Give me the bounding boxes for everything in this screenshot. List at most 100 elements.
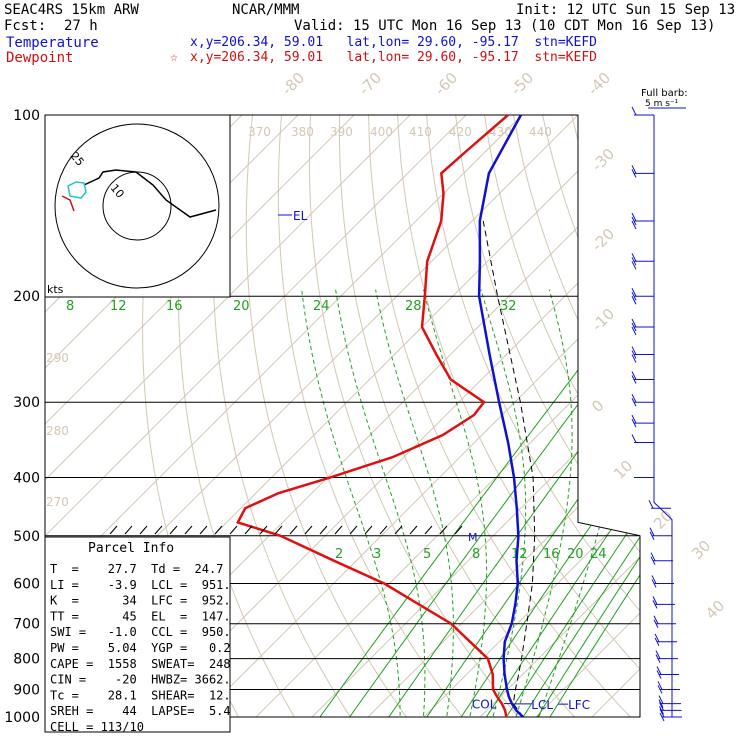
fcst-value: 27 h	[64, 18, 98, 34]
wind-barb	[631, 212, 654, 230]
pressure-label-200: 200	[13, 289, 40, 305]
pressure-label-500: 500	[13, 529, 40, 545]
theta-label-370: 370	[248, 125, 271, 139]
dry-adiabat-350	[455, 115, 640, 717]
mixing-label-upper-20: 20	[233, 299, 250, 314]
dry-adiabat-270	[212, 115, 360, 717]
theta-label-270: 270	[46, 495, 69, 509]
pressure-label-400: 400	[13, 470, 40, 486]
col-label: COL	[472, 698, 497, 712]
wind-barb	[631, 253, 654, 270]
wind-barb-flag	[648, 500, 654, 509]
theta-label-380: 380	[291, 125, 314, 139]
wind-barb	[648, 500, 671, 509]
hodograph-trace	[83, 169, 217, 218]
parcel-info-box	[44, 536, 231, 733]
hodograph-units: kts	[47, 283, 64, 296]
parcel-info-row: PW = 5.04 YGP = 0.2	[50, 641, 231, 655]
pressure-label-100: 100	[13, 108, 40, 124]
isotherm-40	[591, 115, 640, 717]
wind-barb-flag	[631, 414, 637, 424]
isotherm--80	[45, 115, 523, 717]
wind-barb	[658, 695, 681, 708]
mixing-ratio-24	[514, 268, 640, 717]
sounding-curves	[236, 115, 536, 717]
wind-barb	[631, 394, 654, 407]
temp-label--50: -50	[507, 69, 537, 99]
wind-barb-flag	[651, 575, 657, 584]
model-title: SEAC4RS 15km ARW	[4, 2, 139, 18]
pressure-label-900: 900	[13, 682, 40, 698]
mixing-label-upper-24: 24	[313, 299, 330, 314]
wind-barb-flag	[659, 702, 664, 711]
wind-barbs: Full barb:5 m s⁻¹	[631, 88, 688, 722]
mixing-label-upper-32: 32	[500, 299, 517, 314]
cloud-hatch	[439, 525, 448, 535]
mixing-ratio-16	[477, 268, 640, 717]
wind-barb	[631, 414, 654, 428]
wind-barb-flag	[631, 106, 637, 116]
cloud-hatch	[214, 525, 223, 535]
fcst-label: Fcst:	[4, 18, 47, 34]
wind-barb-flag	[658, 695, 664, 704]
temperature-location: x,y=206.34, 59.01 lat,lon= 29.60, -95.17…	[190, 35, 597, 50]
wind-barb-flag	[631, 261, 637, 270]
mixing-ratio-3	[340, 268, 640, 717]
pressure-label-700: 700	[13, 617, 40, 633]
dry-adiabat-320	[368, 115, 640, 717]
dry-adiabat-410	[629, 115, 640, 717]
wind-barb	[656, 666, 679, 679]
dewpoint-location: x,y=206.34, 59.01 lat,lon= 29.60, -95.17…	[190, 50, 597, 65]
wind-barb-flag	[654, 633, 660, 643]
wind-barb-flag	[631, 434, 637, 443]
temp-label--60: -60	[431, 69, 461, 99]
dry-adiabat-380	[542, 115, 640, 717]
wind-barb	[631, 434, 654, 444]
wind-barb-flag	[657, 681, 663, 690]
wind-barb-staff	[653, 115, 682, 718]
wind-barb-flag	[631, 253, 637, 262]
barb-key-title: Full barb:	[641, 88, 688, 99]
theta-label-420: 420	[449, 125, 472, 139]
wind-barb	[631, 346, 654, 363]
isotherm--90	[45, 115, 467, 717]
mixing-label-upper-12: 12	[110, 299, 127, 314]
parcel-info-row: SWI = -1.0 CCL = 950.	[50, 625, 231, 639]
mixing-label-lower-20: 20	[567, 547, 584, 562]
temp-label--70: -70	[355, 69, 385, 99]
hodograph-box	[44, 114, 231, 298]
wind-barb-flag	[631, 318, 637, 328]
isotherm-0	[367, 115, 640, 717]
theta-label-440: 440	[529, 125, 552, 139]
cloud-hatch	[409, 525, 418, 535]
wind-barb	[659, 702, 682, 715]
isotherm-60	[704, 115, 740, 717]
wind-barb	[655, 650, 678, 663]
wind-barb-flag	[631, 212, 637, 222]
cloud-hatch	[229, 525, 238, 535]
pressure-label-300: 300	[13, 395, 40, 411]
wind-barb-flag	[653, 615, 659, 624]
wind-barb-flag	[631, 326, 637, 336]
temp-label--80: -80	[278, 69, 308, 99]
mixing-label-lower-8: 8	[472, 547, 480, 562]
org-label: NCAR/MMM	[232, 2, 300, 18]
parcel-info-row: T = 27.7 Td = 24.7	[50, 562, 223, 576]
cloud-hatch	[289, 525, 298, 535]
wind-barb	[654, 633, 677, 647]
temp-label--40: -40	[584, 69, 614, 99]
wind-barb	[631, 318, 654, 336]
hodograph-trace-red	[61, 195, 75, 212]
moist-adiabat-20	[422, 289, 488, 717]
cloud-hatch	[364, 525, 373, 535]
dry-adiabat-340	[426, 115, 640, 717]
dry-adiabat-360	[484, 115, 640, 717]
dry-adiabat-400	[600, 115, 640, 717]
temp-label-10: 10	[610, 457, 636, 483]
theta-label-410: 410	[409, 125, 432, 139]
mixing-ratio-5	[379, 268, 640, 717]
isotherm-10	[423, 115, 640, 717]
wind-barb-flag	[650, 552, 656, 561]
cloud-hatch	[244, 525, 253, 535]
cloud-hatch	[199, 525, 208, 535]
